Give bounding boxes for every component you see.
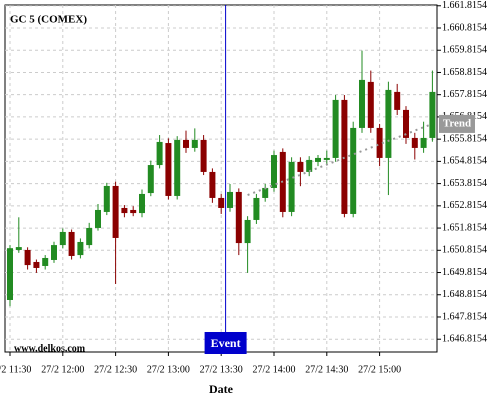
watermark: www.delkos.com <box>14 343 86 354</box>
y-tick-label: 1.660.8154 <box>442 22 487 33</box>
y-tick-label: 1.655.8154 <box>442 133 487 144</box>
y-tick-label: 1.657.8154 <box>442 89 487 100</box>
candle-body <box>24 249 31 266</box>
y-tick-label: 1.652.8154 <box>442 200 487 211</box>
y-tick-label: 1.653.8154 <box>442 178 487 189</box>
candle-body <box>227 191 233 208</box>
y-tick-label: 1.651.8154 <box>442 222 487 233</box>
x-tick-label: 27/2 14:30 <box>305 364 348 375</box>
candle-body <box>323 157 330 160</box>
candle-body <box>121 207 128 214</box>
candle-body <box>332 99 339 158</box>
x-tick-label: 27/2 13:00 <box>147 364 190 375</box>
candle-body <box>191 139 198 148</box>
candle-body <box>42 257 49 266</box>
candle-body <box>147 165 154 194</box>
candle-body <box>271 155 277 188</box>
y-tick-label: 1.647.8154 <box>442 311 487 322</box>
candle-body <box>385 89 392 158</box>
candle-body <box>95 209 101 228</box>
candle-body <box>174 139 181 196</box>
candle-body <box>86 227 93 246</box>
candle-body <box>209 171 216 198</box>
candle-body <box>297 161 304 172</box>
trend-label: Trend <box>443 117 471 129</box>
y-tick-label: 1.648.8154 <box>442 289 487 300</box>
y-tick-label: 1.646.8154 <box>442 334 487 345</box>
candle-body <box>68 231 75 256</box>
x-tick-label: 27/2 14:00 <box>252 364 295 375</box>
candle-body <box>165 143 172 196</box>
candle-body <box>350 127 357 214</box>
candle-body <box>394 91 401 110</box>
candle-body <box>288 161 295 212</box>
candle-body <box>33 261 40 268</box>
y-tick-label: 1.650.8154 <box>442 245 487 256</box>
x-tick-label: 27/2 12:30 <box>94 364 137 375</box>
candle-body <box>15 247 22 250</box>
x-tick-label: 27/2 13:30 <box>200 364 243 375</box>
candle-body <box>341 99 348 214</box>
candle-body <box>130 209 137 214</box>
x-tick-label: 27/2 15:00 <box>358 364 401 375</box>
candle-body <box>411 137 418 148</box>
candle-body <box>156 141 163 166</box>
candle-body <box>112 185 119 238</box>
candle-body <box>429 91 436 138</box>
y-tick-label: 1.654.8154 <box>442 156 487 167</box>
candle-body <box>420 137 427 148</box>
candle-body <box>59 231 66 246</box>
candle-body <box>262 187 269 198</box>
y-tick-label: 1.661.8154 <box>442 0 487 11</box>
x-tick-label: 27/2 12:00 <box>41 364 84 375</box>
candle-body <box>103 185 110 212</box>
candle-body <box>376 127 383 158</box>
candle-body <box>51 245 57 260</box>
x-tick-label: 27/2 11:30 <box>0 364 31 375</box>
y-tick-label: 1.659.8154 <box>442 45 487 56</box>
candle-body <box>77 241 84 256</box>
event-label: Event <box>211 336 241 350</box>
y-tick-label: 1.658.8154 <box>442 67 487 78</box>
x-axis-label: Date <box>209 382 234 396</box>
candle-body <box>200 139 207 172</box>
candle-body <box>183 139 189 148</box>
candle-body <box>306 159 313 172</box>
candle-body <box>367 81 374 128</box>
candle-body <box>139 193 145 214</box>
candle-body <box>244 219 251 244</box>
y-tick-label: 1.649.8154 <box>442 267 487 278</box>
candle-body <box>7 248 13 300</box>
chart-title: GC 5 (COMEX) <box>10 14 87 26</box>
candle-body <box>359 79 365 128</box>
candle-body <box>403 109 409 138</box>
candle-body <box>253 197 260 220</box>
candle-body <box>235 191 242 244</box>
event-label-box <box>204 332 247 354</box>
candle-body <box>315 157 321 162</box>
candle-body <box>218 197 225 208</box>
trend-label-box <box>439 114 475 133</box>
